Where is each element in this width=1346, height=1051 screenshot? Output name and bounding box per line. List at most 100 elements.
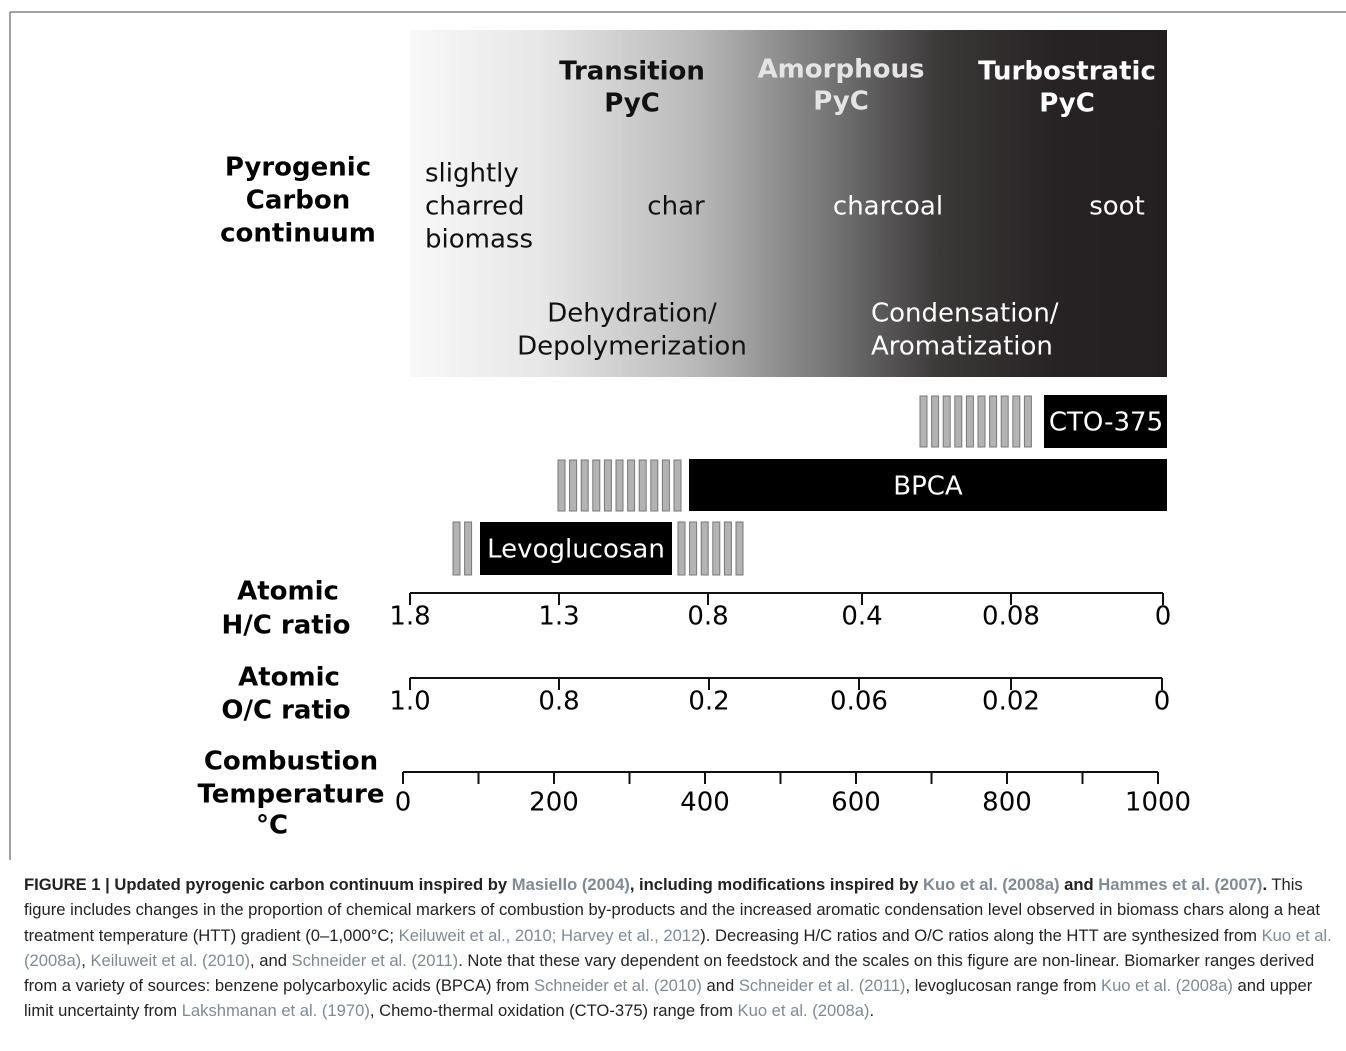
- stage-title: Amorphous: [758, 55, 925, 85]
- stripe: [1000, 395, 1009, 448]
- caption-text: FIGURE 1 | Updated pyrogenic carbon cont…: [24, 875, 512, 894]
- caption-text: ,: [81, 950, 91, 970]
- tick-label: 0: [395, 788, 412, 818]
- tick-label: 0.02: [982, 687, 1040, 717]
- axis-label: °C: [256, 811, 288, 841]
- caption-text: , levoglucosan range from: [905, 976, 1102, 996]
- marker-label: Levoglucosan: [487, 535, 665, 565]
- tick-label: 800: [982, 788, 1032, 818]
- tick-label: 400: [680, 788, 730, 818]
- tick-label: 1.3: [538, 602, 579, 632]
- tick-label: 600: [831, 788, 881, 818]
- tick-label: 1000: [1125, 788, 1191, 818]
- material: char: [647, 192, 705, 222]
- stripe: [615, 459, 624, 512]
- stripe: [650, 459, 659, 512]
- marker-bar: [689, 459, 1167, 511]
- axes: 1.8 1.3 0.8 0.4 0.08 0 1.0 0.8 0.2 0.06 0.02 0 0 200 4…: [389, 592, 1191, 818]
- uncertainty-stripes: [452, 395, 1032, 576]
- stripe: [989, 395, 998, 448]
- axis-label: Atomic: [237, 577, 339, 607]
- citation-link[interactable]: Hammes et al. (2007): [1098, 875, 1263, 894]
- material: biomass: [425, 225, 533, 255]
- marker-bar: [1044, 395, 1167, 448]
- figure: Pyrogenic Carbon continuum Transition Py…: [9, 11, 1346, 860]
- stripe: [592, 459, 601, 512]
- gradient-band: [410, 30, 1167, 377]
- caption-text: , Chemo-thermal oxidation (CTO-375) rang…: [369, 1001, 738, 1021]
- process: Dehydration/: [547, 299, 717, 329]
- stripe: [580, 459, 589, 512]
- stage-title: PyC: [813, 87, 869, 117]
- caption-text: and: [1059, 875, 1099, 894]
- stripe: [919, 395, 928, 448]
- tick-label: 0: [1154, 687, 1171, 717]
- stripe: [1023, 395, 1032, 448]
- row-label: continuum: [220, 219, 376, 249]
- tick-label: 0.8: [538, 687, 579, 717]
- citation-link[interactable]: Kuo et al. (2008a): [923, 875, 1060, 894]
- stripe: [1012, 395, 1021, 448]
- stage-title: PyC: [604, 89, 660, 119]
- citation-link[interactable]: Lakshmanan et al. (1970): [181, 1001, 370, 1021]
- citation-link[interactable]: Schneider et al. (2010): [534, 976, 702, 996]
- tick-label: 0.2: [688, 687, 729, 717]
- stripe: [569, 459, 578, 512]
- citation-link[interactable]: Kuo et al. (2008a): [24, 925, 1332, 970]
- stripe: [931, 395, 940, 448]
- caption-text: , including modifications inspired by: [629, 875, 924, 894]
- caption: FIGURE 1 | Updated pyrogenic carbon cont…: [24, 872, 1342, 1024]
- marker-label: BPCA: [893, 472, 963, 502]
- stripe: [638, 459, 647, 512]
- stripe: [977, 395, 986, 448]
- caption-text: and upper limit uncertainty from: [24, 976, 1313, 1021]
- stripe: [723, 521, 732, 576]
- material: slightly: [425, 159, 519, 189]
- stripe: [700, 521, 709, 576]
- material: soot: [1089, 192, 1145, 222]
- tick-label: 200: [529, 788, 579, 818]
- stripe: [557, 459, 566, 512]
- stripe: [464, 521, 473, 576]
- citation-link[interactable]: Keiluweit et al. (2010): [90, 950, 251, 970]
- stripe: [712, 521, 721, 576]
- axis-label: Temperature: [197, 780, 384, 810]
- citation-link[interactable]: Schneider et al. (2011): [738, 976, 906, 996]
- process: Condensation/: [871, 299, 1059, 329]
- tick-label: 0.8: [687, 602, 728, 632]
- material: charcoal: [833, 192, 943, 222]
- citation-link[interactable]: Masiello (2004): [511, 875, 630, 894]
- stripe: [954, 395, 963, 448]
- axis-label: Combustion: [204, 747, 378, 777]
- citation-link[interactable]: Schneider et al. (2011): [291, 950, 459, 970]
- process: Aromatization: [871, 332, 1053, 362]
- row-label: Pyrogenic: [225, 153, 371, 183]
- caption-text: .: [869, 1001, 875, 1021]
- axis-label: Atomic: [238, 663, 340, 693]
- stripe: [965, 395, 974, 448]
- citation-link[interactable]: Keiluweit et al., 2010; Harvey et al., 2…: [398, 925, 701, 945]
- caption-text: This figure includes changes in the prop…: [24, 875, 1320, 945]
- marker-bar: [480, 522, 672, 575]
- caption-text: and: [701, 976, 739, 996]
- stripe: [603, 459, 612, 512]
- tick-label: 0.4: [841, 602, 882, 632]
- stripe: [689, 521, 698, 576]
- stripe: [673, 459, 682, 512]
- axis-label: H/C ratio: [222, 611, 351, 641]
- stage-title: Transition: [559, 57, 705, 87]
- row-label: Carbon: [246, 186, 350, 216]
- stripe: [661, 459, 670, 512]
- tick-label: 0.08: [982, 602, 1040, 632]
- stripe: [677, 521, 686, 576]
- process: Depolymerization: [517, 332, 747, 362]
- tick-label: 0: [1155, 602, 1172, 632]
- caption-text: . Note that these vary dependent on feed…: [24, 950, 1315, 996]
- stripe: [627, 459, 636, 512]
- citation-link[interactable]: Kuo et al. (2008a): [1101, 976, 1233, 996]
- tick-label: 0.06: [830, 687, 888, 717]
- stage-title: PyC: [1039, 89, 1095, 119]
- caption-text: , and: [250, 950, 292, 970]
- axis-label: O/C ratio: [221, 696, 350, 726]
- citation-link[interactable]: Kuo et al. (2008a): [737, 1001, 870, 1021]
